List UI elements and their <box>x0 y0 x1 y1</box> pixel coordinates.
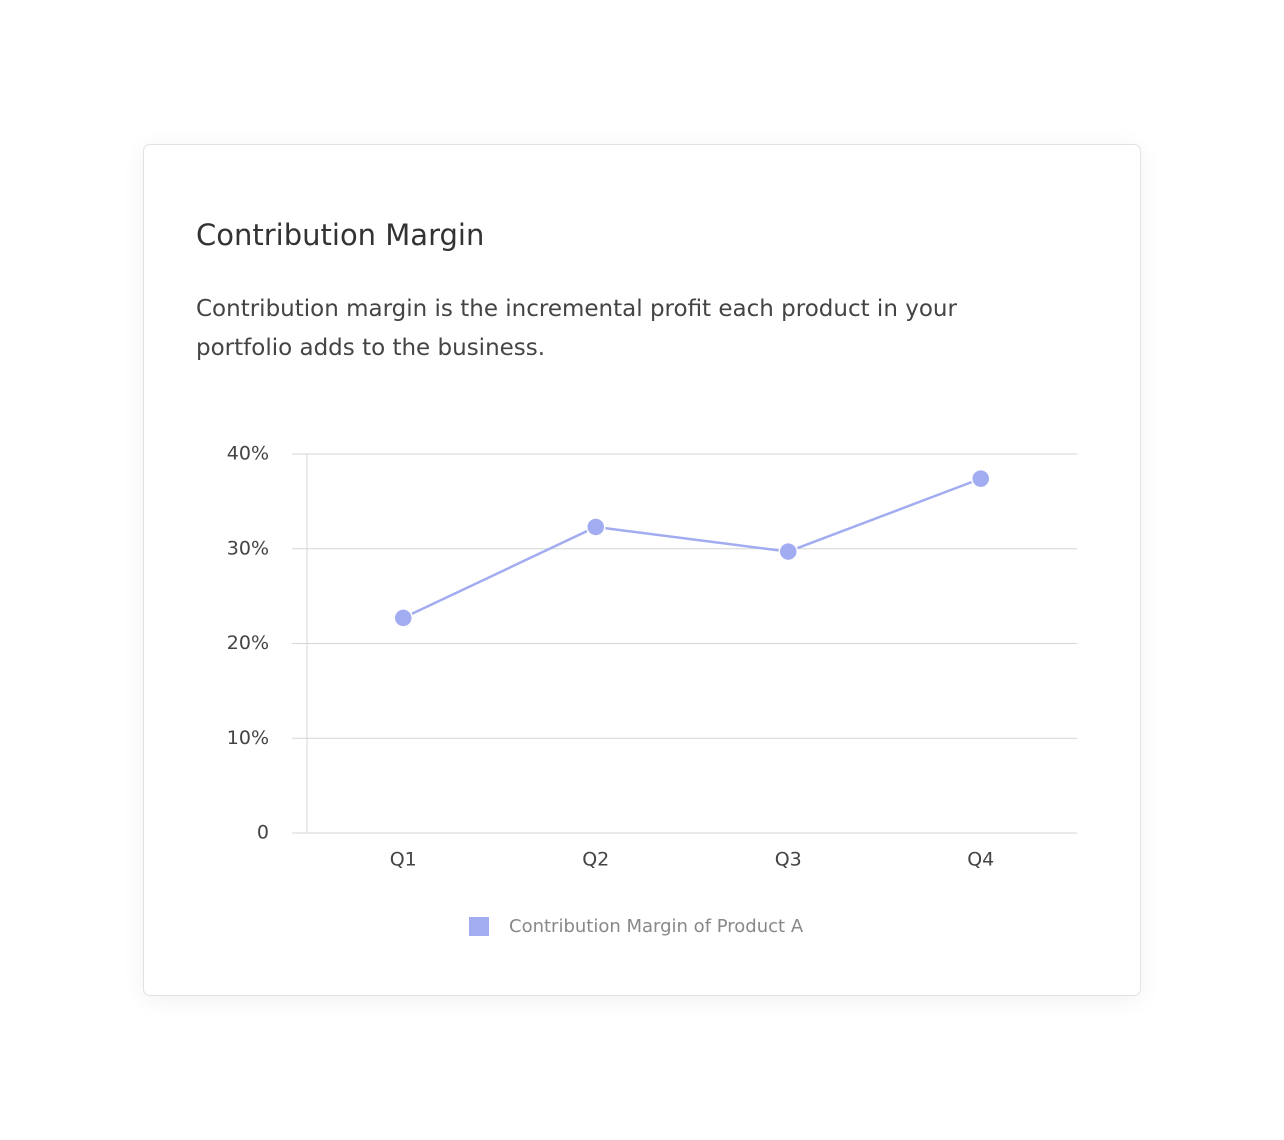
data-point <box>971 468 991 489</box>
y-tick-label: 30% <box>227 537 269 559</box>
y-tick-label: 10% <box>227 727 269 749</box>
y-tick-label: 40% <box>227 443 269 465</box>
card <box>143 144 1141 996</box>
legend-swatch <box>469 917 489 936</box>
x-tick-label: Q2 <box>582 849 609 871</box>
y-tick-label: 20% <box>227 632 269 654</box>
chart-title: Contribution Margin <box>196 218 485 252</box>
legend-label: Contribution Margin of Product A <box>509 916 804 937</box>
data-point <box>778 541 798 562</box>
data-point <box>586 517 606 537</box>
data-point <box>393 608 413 628</box>
chart-description: Contribution margin is the incremental p… <box>196 296 957 361</box>
x-tick-label: Q1 <box>390 849 417 871</box>
x-tick-label: Q4 <box>967 849 994 871</box>
series-line <box>402 477 982 620</box>
x-tick-label: Q3 <box>775 849 802 871</box>
y-tick-label: 0 <box>257 822 269 844</box>
